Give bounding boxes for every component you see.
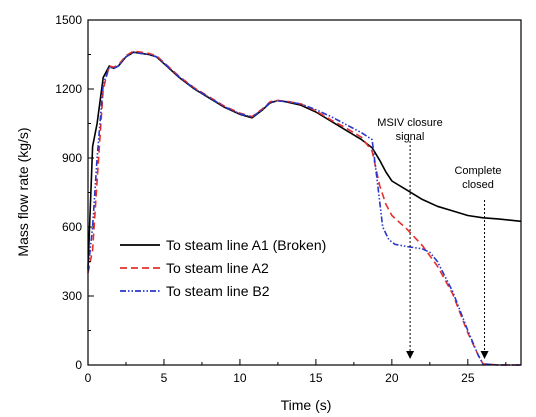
annotation-text-2-2: closed [462, 179, 494, 191]
x-tick-label-5: 25 [461, 371, 475, 385]
series-line-3 [88, 52, 521, 365]
y-tick-label-1: 300 [62, 289, 82, 303]
plot-frame [88, 20, 521, 365]
x-axis-label: Time (s) [281, 397, 332, 413]
x-tick-label-1: 5 [161, 371, 168, 385]
x-tick-label-0: 0 [85, 371, 92, 385]
x-tick-label-2: 10 [233, 371, 247, 385]
plot-series [88, 51, 521, 365]
y-tick-label-4: 1200 [55, 82, 82, 96]
legend-label-3: To steam line B2 [166, 283, 270, 299]
y-tick-label-3: 900 [62, 151, 82, 165]
legend-label-2: To steam line A2 [166, 260, 269, 276]
annotation-text-2-1: Complete [454, 165, 501, 177]
annotation-text-1-1: MSIV closure [377, 117, 442, 129]
legend-label-1: To steam line A1 (Broken) [166, 237, 326, 253]
y-tick-label-5: 1500 [55, 13, 82, 27]
legend: To steam line A1 (Broken) To steam line A… [120, 237, 326, 299]
y-axis-label: Mass flow rate (kg/s) [15, 127, 31, 256]
y-tick-label-0: 0 [75, 358, 82, 372]
series-line-1 [88, 52, 521, 268]
series-line-2 [88, 51, 521, 365]
x-axis: 0 5 10 15 20 25 [85, 359, 506, 385]
x-tick-label-4: 20 [385, 371, 399, 385]
x-tick-label-3: 15 [309, 371, 323, 385]
y-tick-label-2: 600 [62, 220, 82, 234]
